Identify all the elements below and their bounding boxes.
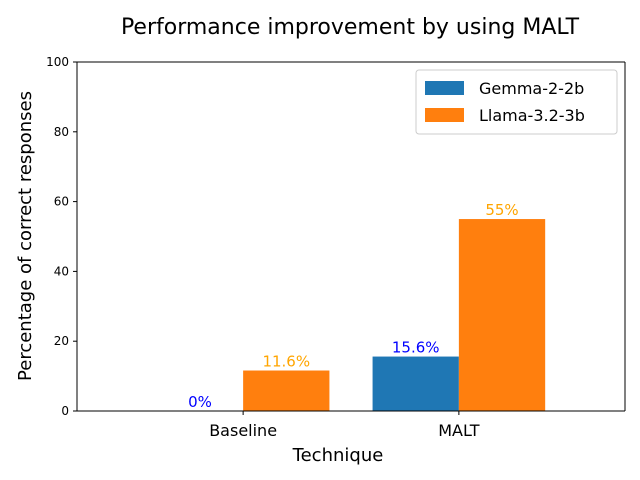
y-tick-label: 60 xyxy=(54,195,69,209)
bar-gemma-2-2b-malt xyxy=(372,356,459,411)
bar-value-label: 55% xyxy=(485,201,518,219)
legend: Gemma-2-2b Llama-3.2-3b xyxy=(415,69,618,135)
legend-swatch xyxy=(425,108,464,122)
y-tick-label: 40 xyxy=(54,264,69,278)
legend-swatch xyxy=(425,81,464,95)
y-tick-label: 80 xyxy=(54,125,69,139)
bar-value-label: 15.6% xyxy=(392,339,440,357)
y-tick-label: 20 xyxy=(54,334,69,348)
chart-title: Performance improvement by using MALT xyxy=(121,15,580,40)
bar-value-label: 11.6% xyxy=(262,353,310,371)
bar-llama-3-2-3b-malt xyxy=(458,219,546,411)
x-tick-label: Baseline xyxy=(209,421,277,440)
legend-label: Gemma-2-2b xyxy=(479,79,584,98)
y-tick-label: 0 xyxy=(61,404,69,418)
legend-frame xyxy=(415,69,618,135)
x-axis-label: Technique xyxy=(292,445,384,466)
plot-area: 0% 15.6% 11.6% 55% 0 20 40 60 80 100 Baseline MALT xyxy=(46,55,626,440)
bar-llama-3-2-3b-baseline xyxy=(243,370,330,411)
y-axis-label: Percentage of correct responses xyxy=(15,91,36,381)
bar-value-label: 0% xyxy=(188,393,212,411)
legend-label: Llama-3.2-3b xyxy=(479,106,585,125)
x-tick-label: MALT xyxy=(438,421,479,440)
y-tick-label: 100 xyxy=(46,55,69,69)
